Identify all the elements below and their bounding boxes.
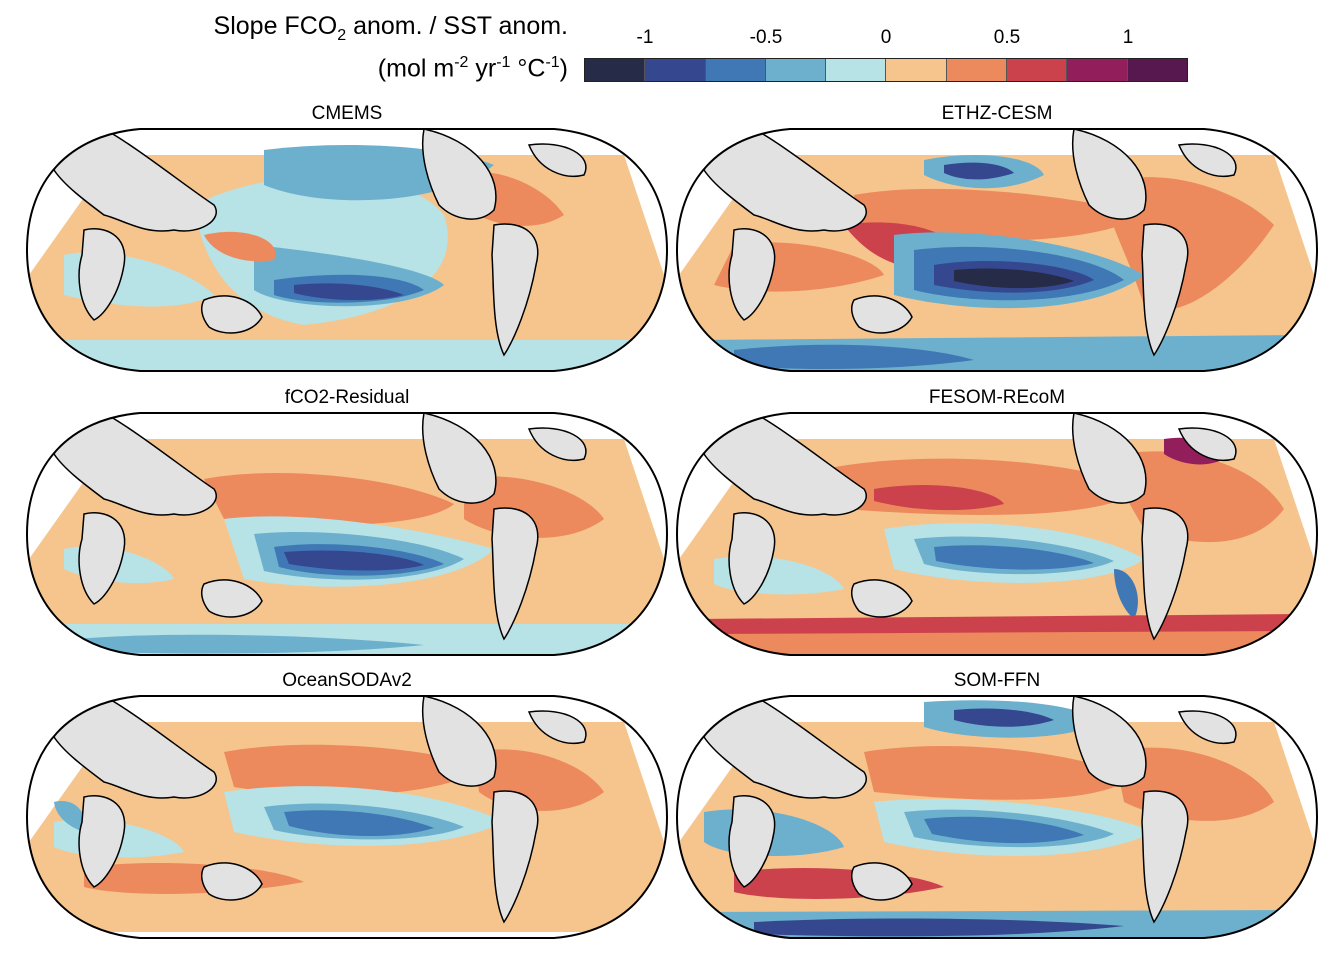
colorbar-segment bbox=[705, 59, 766, 81]
landmass bbox=[491, 507, 539, 641]
colorbar-segment bbox=[585, 59, 646, 81]
landmass bbox=[78, 228, 126, 321]
ocean-field bbox=[679, 696, 1314, 938]
panel-title: SOM-FFN bbox=[953, 670, 1041, 691]
landmass bbox=[728, 512, 776, 605]
map-frame bbox=[675, 412, 1319, 656]
colorbar-tick-label: 1 bbox=[1122, 27, 1134, 48]
anomaly-region bbox=[954, 268, 1074, 289]
landmass bbox=[1141, 223, 1189, 357]
map-fco2-residual bbox=[25, 412, 669, 656]
map-frame bbox=[25, 128, 669, 372]
panel-title: ETHZ-CESM bbox=[941, 103, 1053, 124]
map-cmems bbox=[25, 128, 669, 372]
landmass bbox=[491, 223, 539, 357]
colorbar-tick-label: -1 bbox=[636, 27, 654, 48]
map-som-ffn bbox=[675, 695, 1319, 939]
landmass bbox=[491, 790, 539, 924]
landmass bbox=[421, 696, 497, 787]
colorbar-segment bbox=[765, 59, 827, 81]
anomaly-region bbox=[54, 801, 85, 832]
anomaly-region bbox=[284, 810, 434, 837]
anomaly-region bbox=[944, 162, 1014, 180]
landmass bbox=[850, 295, 913, 334]
landmass bbox=[421, 129, 497, 220]
landmass bbox=[1071, 129, 1147, 220]
colorbar-tick-label: -0.5 bbox=[749, 27, 783, 48]
landmass bbox=[1071, 696, 1147, 787]
panel-title: CMEMS bbox=[311, 103, 383, 124]
landmass bbox=[1141, 790, 1189, 924]
map-fesom-recom bbox=[675, 412, 1319, 656]
anomaly-region bbox=[294, 283, 404, 301]
anomaly-region bbox=[224, 744, 484, 796]
anomaly-region bbox=[734, 344, 974, 370]
landmass bbox=[1141, 507, 1189, 641]
anomaly-region bbox=[1114, 569, 1138, 619]
landmass bbox=[527, 710, 587, 744]
landmass bbox=[421, 413, 497, 504]
colorbar-segment bbox=[946, 59, 1008, 81]
panel-title: OceanSODAv2 bbox=[282, 670, 412, 691]
map-oceansodav2 bbox=[25, 695, 669, 939]
colorbar-segment bbox=[645, 59, 706, 81]
colorbar-title-line1: Slope FCO2 anom. / SST anom. bbox=[213, 12, 568, 44]
map-frame bbox=[25, 412, 669, 656]
anomaly-region bbox=[854, 188, 1144, 241]
landmass bbox=[1177, 143, 1237, 177]
landmass bbox=[728, 795, 776, 888]
anomaly-region bbox=[74, 634, 424, 654]
colorbar-segment bbox=[1067, 59, 1128, 81]
colorbar bbox=[584, 58, 1188, 82]
panel-title: FESOM-REcoM bbox=[928, 387, 1066, 408]
map-panel-fco2-residual: fCO2-Residual bbox=[24, 387, 670, 659]
landmass bbox=[1177, 710, 1237, 744]
landmass bbox=[78, 512, 126, 605]
map-panel-som-ffn: SOM-FFN bbox=[674, 670, 1320, 942]
colorbar-units-line2: (mol m-2 yr-1 °C-1) bbox=[377, 54, 568, 83]
colorbar-segment bbox=[1007, 59, 1068, 81]
anomaly-region bbox=[44, 340, 654, 370]
map-frame bbox=[675, 128, 1319, 372]
panel-title: fCO2-Residual bbox=[284, 387, 410, 408]
map-panel-oceansodav2: OceanSODAv2 bbox=[24, 670, 670, 942]
ocean-field bbox=[679, 413, 1314, 655]
anomaly-region bbox=[204, 231, 276, 262]
landmass bbox=[1177, 427, 1237, 461]
anomaly-region bbox=[284, 550, 424, 571]
landmass bbox=[527, 427, 587, 461]
anomaly-region bbox=[934, 545, 1094, 570]
ocean-field bbox=[679, 129, 1314, 371]
landmass bbox=[527, 143, 587, 177]
landmass bbox=[728, 228, 776, 321]
colorbar-segment bbox=[886, 59, 947, 81]
landmass bbox=[850, 862, 913, 901]
landmass bbox=[200, 862, 263, 901]
anomaly-region bbox=[954, 708, 1054, 727]
anomaly-region bbox=[874, 484, 1004, 511]
anomaly-region bbox=[924, 816, 1084, 844]
colorbar-segment bbox=[1127, 59, 1187, 81]
landmass bbox=[1071, 413, 1147, 504]
map-frame bbox=[675, 695, 1319, 939]
map-panel-fesom-recom: FESOM-REcoM bbox=[674, 387, 1320, 659]
anomaly-region bbox=[204, 473, 454, 526]
landmass bbox=[200, 295, 263, 334]
colorbar-tick-label: 0 bbox=[880, 27, 892, 48]
landmass bbox=[200, 579, 263, 618]
map-panel-cmems: CMEMS bbox=[24, 103, 670, 375]
anomaly-region bbox=[714, 631, 1284, 655]
landmass bbox=[850, 579, 913, 618]
landmass bbox=[78, 795, 126, 888]
ocean-field bbox=[29, 696, 664, 932]
anomaly-region bbox=[864, 746, 1134, 800]
map-ethz-cesm bbox=[675, 128, 1319, 372]
map-panel-ethz-cesm: ETHZ-CESM bbox=[674, 103, 1320, 375]
ocean-field bbox=[29, 129, 664, 370]
colorbar-segment bbox=[826, 59, 887, 81]
map-frame bbox=[25, 695, 669, 939]
ocean-field bbox=[29, 413, 664, 655]
colorbar-tick-label: 0.5 bbox=[993, 27, 1021, 48]
anomaly-region bbox=[754, 918, 1124, 937]
